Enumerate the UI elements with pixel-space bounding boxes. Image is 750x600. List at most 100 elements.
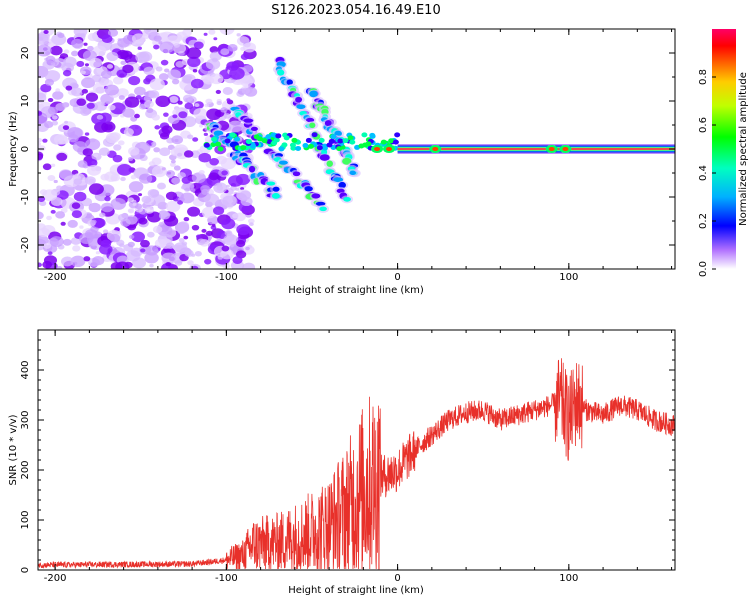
colorbar-tick-label: 0.0	[698, 261, 709, 277]
streak-blob	[272, 186, 280, 192]
noise-blob	[153, 35, 162, 42]
noise-blob	[157, 182, 166, 190]
noise-blob	[101, 34, 113, 43]
noise-blob	[106, 64, 114, 69]
noise-blob	[163, 112, 169, 117]
noise-blob	[52, 115, 58, 120]
noise-blob	[155, 66, 163, 72]
noise-blob	[236, 33, 241, 37]
noise-blob	[158, 222, 164, 226]
noise-blob	[69, 82, 78, 89]
band-blob	[305, 137, 312, 143]
noise-blob	[180, 192, 195, 204]
noise-blob	[165, 191, 178, 201]
noise-blob	[223, 234, 239, 246]
streak-blob	[349, 170, 357, 176]
noise-blob	[165, 200, 181, 213]
noise-blob	[38, 153, 44, 161]
noise-blob	[241, 87, 251, 95]
noise-blob	[143, 66, 155, 76]
noise-blob	[79, 225, 84, 229]
streak-blob	[343, 196, 351, 202]
noise-blob	[128, 75, 141, 86]
noise-blob	[120, 60, 127, 66]
streak-blob	[306, 117, 315, 123]
band-blob	[307, 143, 314, 149]
spectrogram-x-ticks: -200 -100 0 100	[44, 29, 673, 283]
noise-blob	[132, 202, 137, 206]
noise-blob	[52, 58, 67, 69]
noise-blob	[167, 174, 173, 179]
noise-blob	[187, 96, 197, 104]
noise-blob	[128, 234, 135, 239]
noise-blob	[151, 165, 167, 178]
noise-blob	[181, 176, 191, 184]
noise-blob	[82, 148, 93, 157]
noise-blob	[44, 120, 54, 129]
noise-blob	[60, 221, 66, 226]
carrier-hotspot-core	[374, 147, 381, 151]
noise-blob	[143, 91, 150, 97]
noise-blob	[153, 44, 160, 50]
noise-blob	[84, 176, 96, 185]
noise-blob	[143, 95, 152, 102]
noise-blob	[83, 256, 91, 262]
noise-blob	[209, 46, 219, 54]
x-tick-label: 100	[559, 573, 578, 584]
noise-blob	[122, 64, 134, 74]
noise-blob	[108, 104, 116, 111]
noise-blob	[120, 176, 126, 182]
noise-blob	[67, 219, 78, 228]
noise-blob	[116, 49, 129, 60]
x-tick-label: 100	[559, 272, 578, 283]
noise-blob	[47, 174, 56, 181]
noise-blob	[177, 152, 183, 157]
noise-blob	[165, 261, 172, 267]
y-tick-label: 0	[20, 567, 31, 573]
noise-blob	[196, 238, 206, 246]
noise-blob	[118, 140, 125, 146]
noise-blob	[236, 239, 246, 248]
y-tick-label: -10	[20, 189, 31, 205]
noise-blob	[134, 113, 140, 119]
noise-blob	[239, 190, 252, 200]
noise-blob	[138, 193, 143, 197]
y-tick-label: -20	[20, 237, 31, 253]
band-blob	[278, 146, 285, 152]
noise-blob	[98, 147, 110, 156]
band-blob	[328, 138, 335, 144]
noise-blob	[89, 57, 103, 68]
noise-blob	[169, 162, 176, 167]
noise-blob	[165, 242, 175, 249]
band-blob	[361, 132, 368, 138]
noise-blob	[110, 262, 123, 269]
noise-blob	[112, 154, 123, 163]
x-tick-label: 0	[394, 272, 400, 283]
band-blob	[211, 136, 218, 142]
noise-blob	[184, 249, 194, 257]
noise-blob	[203, 132, 208, 136]
streak-blob	[338, 181, 346, 189]
streak-blob	[333, 177, 344, 183]
noise-blob	[143, 29, 158, 36]
band-blob	[265, 134, 272, 140]
band-blob	[365, 141, 372, 147]
noise-blob	[147, 231, 155, 238]
noise-blob	[77, 160, 88, 168]
noise-blob	[42, 260, 53, 269]
noise-blob	[135, 51, 150, 63]
spectrogram-y-ticks: 20 10 0 -10 -20	[20, 28, 675, 270]
x-tick-label: -200	[44, 573, 67, 584]
noise-blob	[53, 179, 58, 184]
noise-blob	[211, 223, 216, 227]
band-blob	[349, 139, 356, 145]
noise-blob	[194, 103, 200, 108]
streak-blob	[311, 193, 321, 199]
noise-blob	[109, 234, 121, 243]
noise-blob	[128, 146, 140, 156]
noise-blob	[42, 138, 48, 143]
noise-blob	[86, 102, 95, 109]
noise-blob	[70, 237, 81, 245]
noise-blob	[62, 238, 72, 246]
